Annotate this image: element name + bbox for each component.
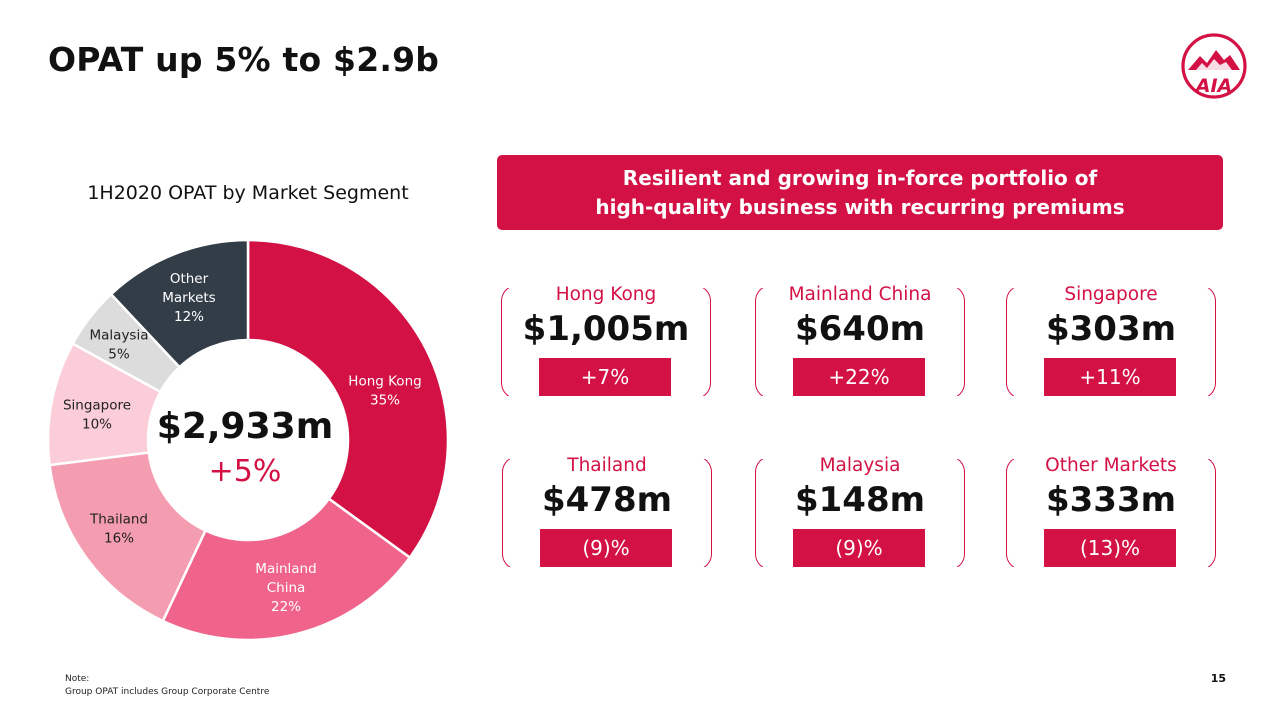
donut-label-mainland-china: Mainland China 22% (255, 561, 316, 615)
logo-ring (1181, 33, 1247, 99)
footnote-label: Note: (65, 674, 90, 684)
market-name: Hong Kong (555, 284, 657, 305)
market-growth-badge: +22% (793, 358, 925, 396)
opat-donut-chart: Hong Kong 35% Mainland China 22% Thailand 16% S… (46, 238, 450, 642)
footnote-text: Group OPAT includes Group Corporate Cent… (65, 687, 270, 697)
donut-label-singapore: Singapore 10% (63, 398, 131, 433)
donut-slice-thailand (48, 451, 208, 623)
donut-label-hong-kong: Hong Kong 35% (348, 374, 421, 409)
market-amount: $1,005m (522, 309, 690, 349)
market-name: Malaysia (819, 455, 901, 476)
market-growth-badge: (13)% (1044, 529, 1176, 567)
market-name: Other Markets (1045, 455, 1177, 476)
market-growth-badge: (9)% (540, 529, 672, 567)
page-number: 15 (1210, 672, 1226, 685)
market-name: Mainland China (788, 284, 932, 305)
market-card-mainland-china: Mainland China $640m +22% (755, 284, 965, 401)
market-growth-badge: +7% (539, 358, 671, 396)
market-card-singapore: Singapore $303m +11% (1006, 284, 1216, 401)
donut-slice-hong-kong (246, 238, 450, 560)
footnote: Note: Group OPAT includes Group Corporat… (65, 673, 269, 699)
logo-text: AIA (1194, 75, 1232, 97)
donut-slice-other-markets (109, 238, 250, 369)
highlight-banner: Resilient and growing in-force portfolio… (497, 155, 1223, 230)
aia-logo: AIA (1181, 33, 1247, 99)
market-card-thailand: Thailand $478m (9)% (502, 455, 712, 572)
donut-label-thailand: Thailand 16% (89, 512, 148, 547)
market-name: Singapore (1064, 284, 1158, 305)
donut-label-other-markets: Other Markets 12% (162, 271, 215, 325)
donut-center-total: $2,933m (156, 406, 334, 447)
market-amount: $333m (1045, 480, 1177, 520)
market-amount: $148m (794, 480, 926, 520)
market-card-hong-kong: Hong Kong $1,005m +7% (501, 284, 711, 401)
page-title: OPAT up 5% to $2.9b (48, 40, 440, 79)
chart-title: 1H2020 OPAT by Market Segment (87, 182, 409, 204)
market-growth-badge: (9)% (793, 529, 925, 567)
market-growth-badge: +11% (1044, 358, 1176, 396)
donut-center-growth: +5% (208, 454, 282, 489)
donut-label-malaysia: Malaysia 5% (90, 328, 149, 363)
banner-line-2: high-quality business with recurring pre… (595, 194, 1125, 219)
market-card-malaysia: Malaysia $148m (9)% (755, 455, 965, 572)
donut-slice-mainland-china (161, 497, 412, 642)
market-name: Thailand (567, 455, 647, 476)
banner-line-1: Resilient and growing in-force portfolio… (622, 165, 1098, 190)
market-amount: $303m (1045, 309, 1177, 349)
market-card-other-markets: Other Markets $333m (13)% (1006, 455, 1216, 572)
market-amount: $640m (794, 309, 926, 349)
market-amount: $478m (541, 480, 673, 520)
